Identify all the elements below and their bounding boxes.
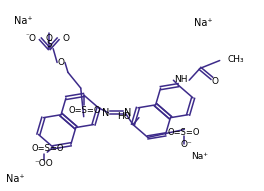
Text: Na⁺: Na⁺ — [191, 152, 209, 161]
Text: N: N — [102, 108, 109, 118]
Text: O=S=O: O=S=O — [168, 128, 200, 137]
Text: ⁻OO: ⁻OO — [34, 159, 53, 168]
Text: S: S — [46, 40, 52, 49]
Text: O=S=O: O=S=O — [31, 144, 64, 153]
Text: O: O — [58, 58, 64, 67]
Text: N: N — [124, 108, 132, 118]
Text: CH₃: CH₃ — [228, 55, 244, 64]
Text: O: O — [63, 34, 69, 43]
Text: O: O — [46, 34, 53, 43]
Text: Na⁺: Na⁺ — [14, 16, 33, 26]
Text: ⁻: ⁻ — [26, 33, 29, 39]
Text: Na⁺: Na⁺ — [6, 174, 25, 184]
Text: Na⁺: Na⁺ — [194, 18, 212, 28]
Text: O=S=O: O=S=O — [68, 106, 101, 115]
Text: O: O — [211, 77, 218, 86]
Text: O: O — [29, 34, 36, 43]
Text: HO: HO — [117, 112, 131, 121]
Text: NH: NH — [175, 75, 188, 84]
Text: O⁻: O⁻ — [180, 140, 192, 149]
